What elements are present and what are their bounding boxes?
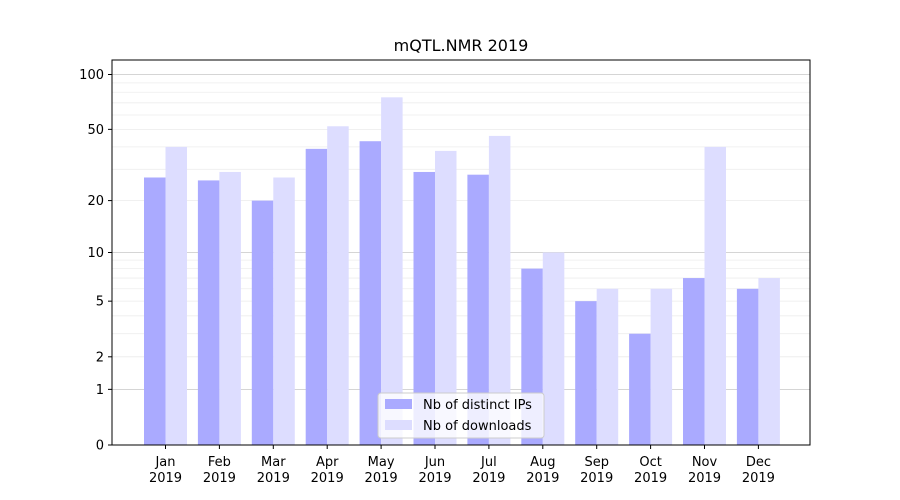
x-tick-label-month: Dec — [746, 455, 771, 470]
x-tick-label-month: Jul — [480, 455, 497, 470]
x-tick-label-year: 2019 — [472, 471, 505, 486]
bar-downloads — [327, 126, 349, 445]
bar-distinct-ips — [683, 278, 705, 445]
bar-downloads — [758, 278, 780, 445]
x-tick-label-year: 2019 — [580, 471, 613, 486]
bar-downloads — [165, 146, 187, 445]
bars — [144, 97, 780, 446]
x-tick-label-year: 2019 — [688, 471, 721, 486]
y-tick-label: 1 — [96, 383, 104, 398]
bar-distinct-ips — [413, 171, 435, 445]
bar-downloads — [381, 97, 403, 446]
bar-downloads — [488, 135, 511, 445]
y-tick-label: 2 — [96, 350, 104, 365]
bar-downloads — [704, 146, 726, 445]
bar-distinct-ips — [251, 200, 274, 445]
legend-label-downloads: Nb of downloads — [423, 419, 532, 434]
x-tick-label-year: 2019 — [311, 471, 344, 486]
chart-title: mQTL.NMR 2019 — [394, 36, 529, 55]
y-tick-label: 0 — [96, 439, 104, 454]
x-tick-label-month: Jun — [424, 455, 445, 470]
bar-distinct-ips — [736, 288, 759, 445]
y-tick-label: 5 — [96, 295, 104, 310]
bar-distinct-ips — [359, 141, 382, 446]
bar-downloads — [435, 150, 457, 445]
bar-distinct-ips — [305, 148, 328, 445]
bar-downloads — [273, 177, 295, 445]
x-tick-label-month: Feb — [208, 455, 231, 470]
y-tick-label: 20 — [87, 194, 104, 209]
x-tick-label-month: Nov — [692, 455, 718, 470]
bar-downloads — [596, 288, 619, 445]
x-tick-label-year: 2019 — [365, 471, 398, 486]
x-tick-label-month: Mar — [261, 455, 286, 470]
bar-distinct-ips — [575, 301, 597, 445]
bar-distinct-ips — [144, 177, 166, 445]
bar-distinct-ips — [629, 333, 651, 445]
x-tick-label-year: 2019 — [418, 471, 451, 486]
bar-downloads — [219, 171, 241, 445]
legend-label-ips: Nb of distinct IPs — [423, 398, 532, 413]
x-tick-label-month: May — [368, 455, 395, 470]
x-tick-label-year: 2019 — [149, 471, 182, 486]
legend-swatch-downloads — [385, 420, 412, 430]
y-axis: 0 1 2 5 10 20 50 100 — [79, 68, 112, 454]
x-tick-label-year: 2019 — [634, 471, 667, 486]
bar-distinct-ips — [197, 180, 220, 446]
x-axis: Jan2019Feb2019Mar2019Apr2019May2019Jun20… — [149, 445, 775, 486]
x-tick-label-month: Oct — [639, 455, 661, 470]
x-tick-label-month: Apr — [316, 455, 339, 470]
x-tick-label-year: 2019 — [257, 471, 290, 486]
y-tick-label: 100 — [79, 68, 104, 83]
y-tick-label: 50 — [87, 123, 104, 138]
x-tick-label-month: Jan — [154, 455, 175, 470]
y-tick-label: 10 — [87, 246, 104, 261]
bar-downloads — [650, 288, 673, 445]
x-tick-label-month: Sep — [584, 455, 609, 470]
x-tick-label-year: 2019 — [742, 471, 775, 486]
bar-downloads — [542, 252, 565, 445]
x-tick-label-year: 2019 — [203, 471, 236, 486]
legend-box — [377, 392, 545, 439]
bar-distinct-ips — [467, 174, 489, 446]
x-tick-label-month: Aug — [530, 455, 555, 470]
legend-swatch-ips — [385, 399, 412, 409]
legend: Nb of distinct IPs Nb of downloads — [377, 392, 545, 439]
x-tick-label-year: 2019 — [526, 471, 559, 486]
